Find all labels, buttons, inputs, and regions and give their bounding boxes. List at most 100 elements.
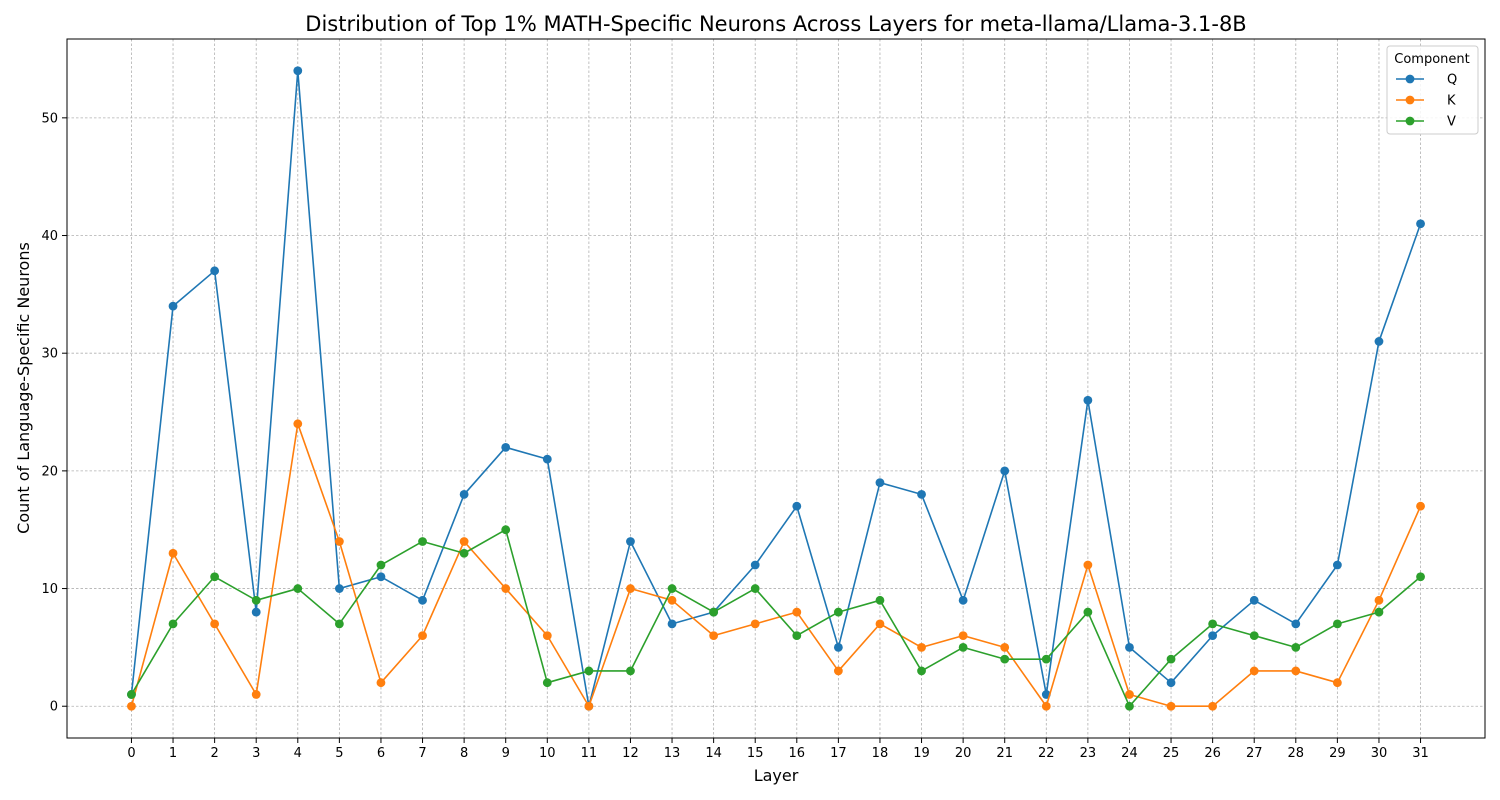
x-tick-label: 10	[539, 746, 556, 761]
data-point-q	[626, 537, 635, 546]
x-tick-label: 9	[502, 746, 510, 761]
data-point-q	[293, 66, 303, 76]
data-point-k	[1041, 701, 1051, 711]
data-point-v	[1332, 619, 1342, 629]
x-tick-label: 31	[1412, 746, 1429, 761]
data-point-q	[833, 642, 843, 652]
data-point-v	[210, 572, 220, 582]
data-point-q	[1083, 395, 1093, 405]
data-point-v	[792, 631, 802, 641]
data-point-k	[334, 537, 344, 546]
data-point-v	[1041, 654, 1051, 664]
x-axis-label: Layer	[754, 766, 799, 785]
plot-frame	[66, 38, 1486, 739]
data-point-q	[792, 501, 802, 511]
data-point-v	[501, 525, 511, 535]
x-tick-label: 26	[1204, 746, 1221, 761]
series-line-q	[130, 69, 1422, 708]
data-point-v	[127, 690, 136, 699]
x-tick-label: 7	[418, 746, 426, 761]
x-tick-label: 16	[789, 746, 806, 761]
data-point-q	[542, 454, 552, 464]
data-point-v	[709, 607, 719, 617]
legend-entry-v: V	[1396, 115, 1456, 130]
data-point-k	[958, 631, 968, 641]
series-line-k	[130, 422, 1422, 708]
data-point-k	[1125, 690, 1134, 699]
data-point-k	[1291, 666, 1301, 676]
series-q	[127, 66, 1425, 711]
data-point-q	[1249, 595, 1259, 605]
data-point-v	[584, 666, 594, 676]
y-tick-label: 30	[41, 347, 58, 362]
data-point-q	[251, 607, 261, 617]
data-point-v	[1416, 572, 1425, 582]
data-point-v	[542, 678, 552, 688]
legend-marker	[1405, 95, 1415, 105]
data-point-v	[168, 619, 178, 629]
data-point-k	[542, 631, 552, 641]
chart-title: Distribution of Top 1% MATH-Specific Neu…	[305, 12, 1246, 36]
data-point-q	[334, 584, 344, 593]
data-point-q	[1166, 678, 1176, 688]
data-point-k	[1374, 595, 1384, 605]
x-tick-label: 29	[1329, 746, 1346, 761]
data-point-v	[459, 548, 469, 558]
y-tick-label: 50	[41, 111, 58, 126]
data-point-v	[418, 537, 427, 546]
data-point-k	[1416, 501, 1425, 511]
x-tick-label: 5	[335, 746, 343, 761]
y-axis-label: Count of Language-Specific Neurons	[14, 242, 33, 534]
x-tick-label: 14	[705, 746, 722, 761]
data-point-q	[1416, 219, 1425, 229]
series-k	[127, 419, 1425, 711]
legend-label: V	[1447, 115, 1456, 130]
data-point-q	[459, 490, 469, 499]
data-point-q	[418, 595, 427, 605]
data-point-v	[958, 642, 968, 652]
legend-entry-k: K	[1396, 94, 1456, 109]
data-point-v	[917, 666, 926, 676]
x-tick-label: 2	[210, 746, 218, 761]
data-point-q	[875, 478, 885, 488]
data-point-q	[1291, 619, 1301, 629]
data-point-q	[1208, 631, 1218, 641]
x-tick-label: 27	[1246, 746, 1263, 761]
data-point-q	[667, 619, 677, 629]
data-point-v	[1083, 607, 1093, 617]
data-point-k	[750, 619, 760, 629]
data-point-k	[1332, 678, 1342, 688]
data-point-k	[709, 631, 719, 641]
data-point-v	[1374, 607, 1384, 617]
x-tick-label: 17	[830, 746, 847, 761]
data-point-k	[1083, 560, 1093, 570]
x-tick-label: 23	[1080, 746, 1097, 761]
data-point-k	[127, 701, 136, 711]
data-point-k	[293, 419, 303, 429]
x-tick-label: 22	[1038, 746, 1055, 761]
data-point-q	[958, 595, 968, 605]
data-point-k	[584, 701, 594, 711]
x-ticks: 0 1 2 3 4 5 6 7 8 9 10 11 12 13 14 15 16 17 18 19 20 21 22 23 24…	[127, 738, 1429, 761]
x-tick-label: 12	[622, 746, 639, 761]
data-point-k	[168, 548, 178, 558]
legend-entry-q: Q	[1396, 73, 1457, 88]
x-tick-label: 0	[127, 746, 135, 761]
data-point-k	[1000, 642, 1010, 652]
series-line-v	[130, 528, 1422, 708]
x-tick-label: 18	[872, 746, 889, 761]
x-tick-label: 20	[955, 746, 972, 761]
legend: Component QKV	[1386, 45, 1479, 135]
data-point-k	[210, 619, 220, 629]
data-point-q	[1125, 642, 1134, 652]
x-tick-label: 8	[460, 746, 468, 761]
x-tick-label: 6	[377, 746, 385, 761]
legend-title: Component	[1394, 52, 1469, 67]
data-point-k	[459, 537, 469, 546]
data-point-v	[1291, 642, 1301, 652]
data-point-k	[418, 631, 427, 641]
data-point-v	[376, 560, 386, 570]
x-tick-label: 3	[252, 746, 260, 761]
x-tick-label: 25	[1163, 746, 1180, 761]
